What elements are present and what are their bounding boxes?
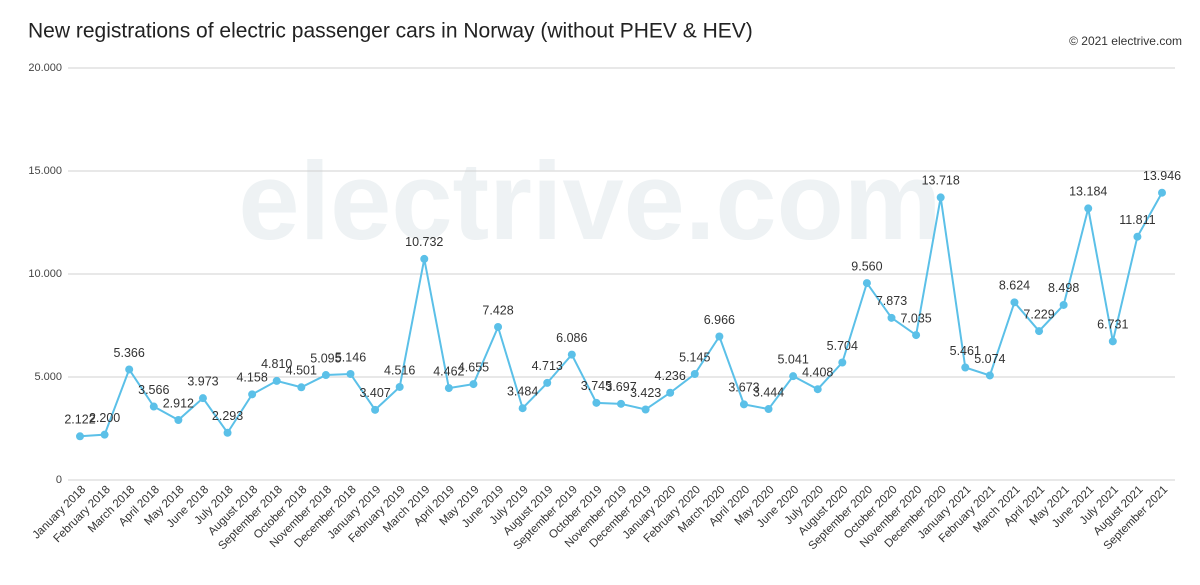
data-label: 5.366 [114,346,145,360]
point [469,380,478,389]
data-label: 5.704 [827,339,858,353]
data-label: 13.946 [1143,169,1181,183]
data-label: 8.498 [1048,281,1079,295]
data-label: 3.423 [630,386,661,400]
point [297,383,306,392]
data-label: 8.624 [999,279,1030,293]
point [715,332,724,341]
data-label: 5.095 [310,351,341,365]
point [1059,300,1068,309]
point [198,394,207,403]
point [617,399,625,408]
data-label: 4.462 [433,364,464,378]
point [813,385,822,394]
data-label: 5.074 [974,352,1005,366]
data-label: 5.461 [950,344,981,358]
data-label: 7.873 [876,294,907,308]
data-label: 2.912 [163,396,194,410]
point [887,313,896,322]
point [1108,337,1117,346]
point [838,358,847,367]
data-label: 3.566 [138,383,169,397]
point [223,428,232,437]
data-label: 2.293 [212,409,243,423]
point [174,416,183,425]
y-tick-label: 15.000 [28,165,62,177]
data-label: 5.041 [777,352,808,366]
point [567,350,576,359]
data-label: 4.236 [655,369,686,383]
point [420,254,429,263]
point [641,405,650,414]
point [1035,327,1044,336]
data-label: 6.086 [556,331,587,345]
watermark: electrive.com [238,140,941,263]
point [912,331,921,340]
point [321,371,330,380]
point [149,402,158,411]
point [1084,204,1093,213]
point [494,322,503,331]
point [739,400,748,409]
point [272,376,281,385]
point [985,371,994,380]
point [666,388,675,397]
data-label: 4.516 [384,363,415,377]
point [862,279,871,288]
data-label: 5.145 [679,350,710,364]
data-label: 5.146 [335,350,366,364]
data-label: 2.200 [89,411,120,425]
point [346,369,355,378]
chart-title: New registrations of electric passenger … [28,20,753,43]
point [592,398,601,407]
point [789,372,798,381]
data-label: 9.560 [851,259,882,273]
data-label: 7.428 [482,303,513,317]
point [76,432,84,441]
point [1133,232,1142,241]
data-label: 3.973 [187,374,218,388]
point [518,404,527,413]
point [444,384,453,393]
data-label: 3.444 [753,385,784,399]
data-label: 11.811 [1119,213,1155,227]
data-label: 4.810 [261,357,292,371]
data-label: 4.655 [458,360,489,374]
data-label: 3.484 [507,385,538,399]
data-label: 4.408 [802,365,833,379]
point [961,363,970,372]
data-label: 4.158 [236,371,267,385]
data-label: 3.745 [581,379,612,393]
data-label: 3.407 [359,386,390,400]
point [936,193,945,202]
data-label: 2.122 [64,413,95,427]
data-label: 13.184 [1069,185,1107,199]
point [1158,188,1166,197]
data-label: 7.229 [1023,307,1054,321]
data-label: 13.718 [922,174,960,188]
data-label: 4.713 [532,359,563,373]
point [100,430,109,439]
point [690,370,699,379]
data-label: 10.732 [405,235,443,249]
point [248,390,257,399]
point [395,382,404,391]
point [1010,298,1019,307]
data-label: 3.697 [605,380,636,394]
y-tick-label: 20.000 [28,62,62,74]
point [125,365,134,374]
point [543,378,552,387]
y-tick-label: 0 [56,474,62,486]
point [371,405,380,414]
y-tick-label: 10.000 [28,268,62,280]
data-label: 4.501 [286,364,317,378]
y-tick-label: 5.000 [34,371,62,383]
data-label: 6.731 [1097,318,1128,332]
point [764,405,773,414]
source: © 2021 electrive.com [1069,34,1182,48]
data-label: 3.673 [728,381,759,395]
data-label: 7.035 [900,311,931,325]
data-label: 6.966 [704,313,735,327]
